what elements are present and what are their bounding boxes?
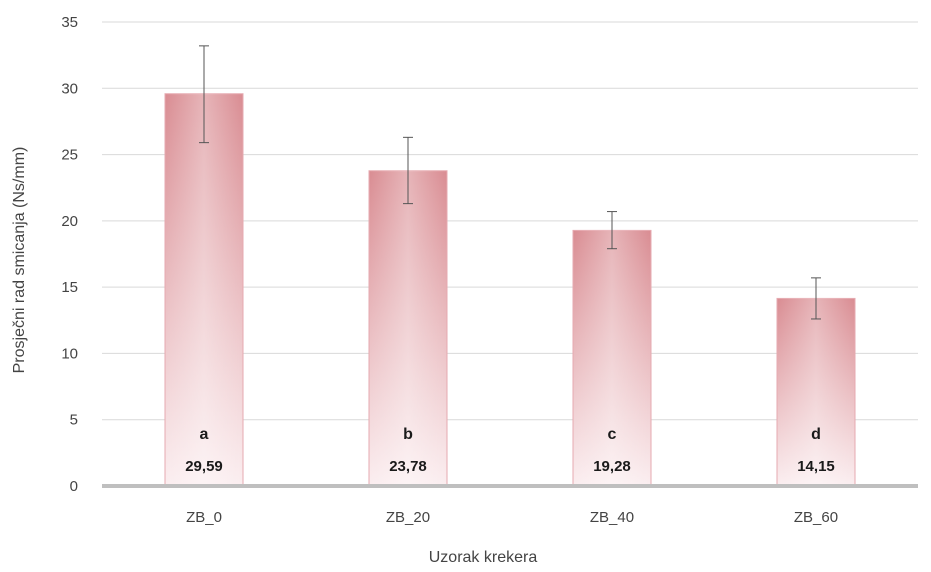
bars [164, 93, 856, 487]
y-tick-label: 15 [61, 279, 78, 296]
bar-highlight [777, 298, 855, 486]
x-tick-label: ZB_60 [794, 509, 838, 526]
axes: 0 5 10 15 20 25 30 35 ZB_0 ZB_20 ZB_40 ZB_60 [61, 14, 918, 526]
bar-highlight [369, 170, 447, 486]
y-tick-label: 20 [61, 213, 78, 230]
bar-highlight [573, 230, 651, 486]
group-letter: c [608, 426, 617, 443]
bar-highlight [165, 93, 243, 487]
y-tick-label: 30 [61, 80, 78, 97]
data-labels: a 29,59 b 23,78 c 19,28 d 14,15 [185, 426, 835, 475]
group-letter: a [200, 426, 209, 443]
y-tick-label: 35 [61, 14, 78, 31]
x-axis-title: Uzorak krekera [429, 549, 538, 566]
y-tick-label: 5 [70, 412, 78, 429]
y-tick-label: 25 [61, 147, 78, 164]
y-tick-label: 0 [70, 478, 78, 495]
y-tick-label: 10 [61, 345, 78, 362]
data-label: 23,78 [389, 458, 427, 475]
group-letter: b [403, 426, 413, 443]
group-letter: d [811, 426, 821, 443]
x-tick-label: ZB_20 [386, 509, 430, 526]
y-axis-title: Prosječni rad smicanja (Ns/mm) [11, 147, 28, 374]
data-label: 29,59 [185, 458, 223, 475]
data-label: 14,15 [797, 458, 835, 475]
error-bars [199, 45, 821, 320]
x-tick-label: ZB_0 [186, 509, 222, 526]
x-tick-label: ZB_40 [590, 509, 634, 526]
data-label: 19,28 [593, 458, 631, 475]
